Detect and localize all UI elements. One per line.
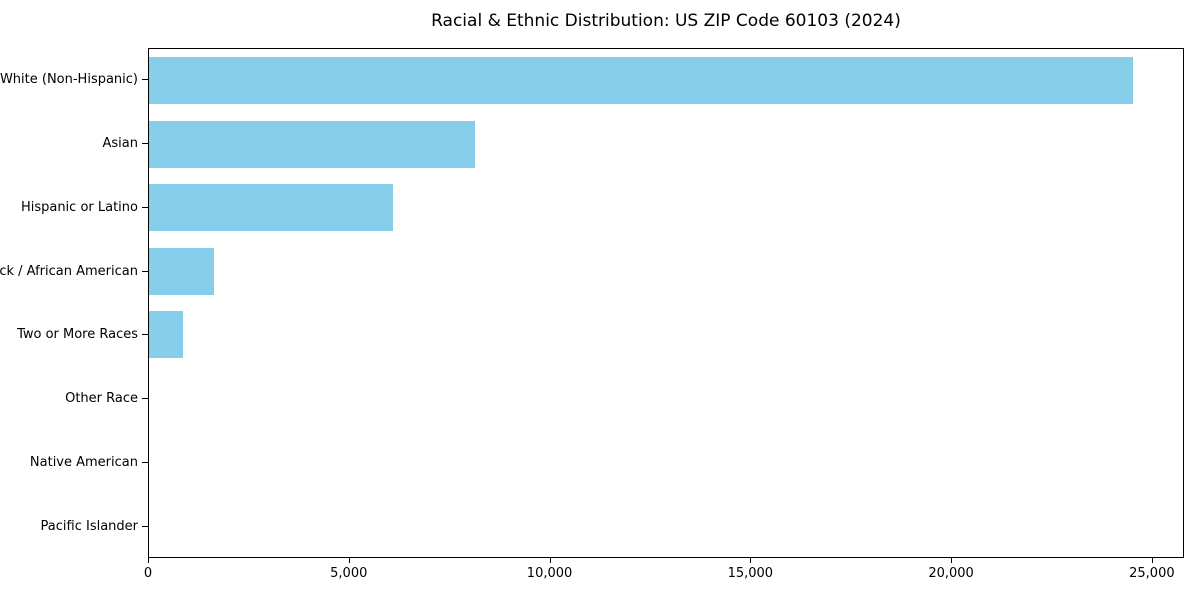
y-axis-row-two-or-more-races: Two or More Races	[0, 303, 148, 367]
y-tick-label: Two or More Races	[17, 327, 138, 343]
y-tick-mark	[142, 398, 148, 400]
bar-row-other-race	[149, 367, 1183, 431]
y-tick-mark	[142, 461, 148, 463]
y-tick-mark	[142, 79, 148, 81]
bar-two-or-more-races	[149, 311, 184, 359]
x-tick-mark	[348, 558, 350, 563]
x-tick-label: 10,000	[526, 566, 573, 581]
y-axis-row-native-american: Native American	[0, 431, 148, 495]
bar-row-native-american	[149, 430, 1183, 494]
y-tick-label: Pacific Islander	[40, 518, 138, 534]
y-tick-mark	[142, 334, 148, 336]
y-axis-row-black-african-american: Black / African American	[0, 239, 148, 303]
bar-hispanic-or-latino	[149, 184, 394, 232]
y-tick-label: White (Non-Hispanic)	[0, 72, 138, 88]
y-tick-label: Asian	[102, 136, 138, 152]
chart-title: Racial & Ethnic Distribution: US ZIP Cod…	[431, 11, 901, 31]
y-tick-label: Native American	[29, 454, 138, 470]
x-tick-label: 0	[143, 566, 153, 581]
y-tick-mark	[142, 525, 148, 527]
plot-area	[148, 48, 1184, 558]
bar-row-pacific-islander	[149, 494, 1183, 558]
y-tick-mark	[142, 270, 148, 272]
x-tick-mark	[951, 558, 953, 563]
x-tick-label: 15,000	[727, 566, 774, 581]
y-axis-row-hispanic-or-latino: Hispanic or Latino	[0, 176, 148, 240]
x-tick-mark	[549, 558, 551, 563]
y-tick-label: Hispanic or Latino	[20, 199, 138, 215]
bar-row-black-african-american	[149, 240, 1183, 304]
x-tick-mark	[1151, 558, 1153, 563]
y-tick-mark	[142, 143, 148, 145]
x-tick-label: 5,000	[330, 566, 368, 581]
y-tick-label: Black / African American	[0, 263, 138, 279]
bar-row-two-or-more-races	[149, 303, 1183, 367]
y-axis-row-pacific-islander: Pacific Islander	[0, 494, 148, 558]
x-tick-mark	[750, 558, 752, 563]
y-tick-mark	[142, 206, 148, 208]
y-axis-row-other-race: Other Race	[0, 367, 148, 431]
bar-row-asian	[149, 113, 1183, 177]
bar-row-hispanic-or-latino	[149, 176, 1183, 240]
x-axis: 0 5,000 10,000 15,000 20,000 25,000	[144, 557, 1184, 593]
bar-white-non-hispanic	[149, 57, 1133, 105]
y-axis-row-white-non-hispanic: White (Non-Hispanic)	[0, 48, 148, 112]
y-tick-label: Other Race	[65, 391, 138, 407]
y-axis-row-asian: Asian	[0, 112, 148, 176]
x-tick-label: 20,000	[928, 566, 974, 581]
y-axis: White (Non-Hispanic) Asian Hispanic or Lat…	[0, 48, 148, 558]
x-tick-label: 25,000	[1129, 566, 1175, 581]
bar-row-white-non-hispanic	[149, 49, 1183, 113]
bar-black-african-american	[149, 247, 214, 295]
bar-asian	[149, 120, 475, 168]
x-tick-mark	[148, 558, 149, 563]
